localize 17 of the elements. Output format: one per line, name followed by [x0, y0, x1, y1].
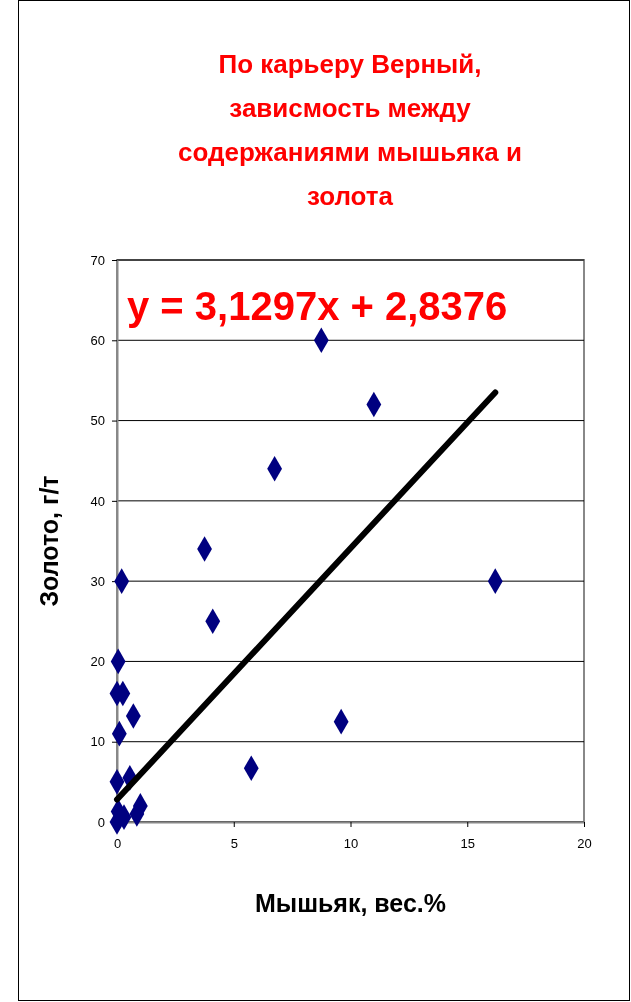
- annotation: y = 3,1297x + 2,8376: [127, 284, 508, 328]
- x-tick-label: 10: [343, 836, 359, 852]
- x-tick-label: 15: [460, 836, 475, 852]
- y-tick-label: 0: [97, 814, 105, 830]
- x-tick-label: 0: [113, 836, 122, 852]
- y-tick-label: 40: [90, 493, 105, 509]
- y-tick-label: 50: [90, 413, 105, 429]
- y-tick-label: 60: [90, 332, 105, 348]
- y-tick-label: 70: [90, 252, 105, 268]
- y-axis-title: Золото, г/т: [35, 475, 63, 607]
- chart-title: По карьеру Верный, зависмость между содержаниями мышьяка и золота: [178, 49, 522, 211]
- x-axis-title: Мышьяк, вес.%: [254, 889, 447, 917]
- y-tick-label: 30: [90, 573, 105, 589]
- y-tick-label: 10: [90, 734, 105, 750]
- x-tick-label: 20: [577, 836, 592, 852]
- y-tick-label: 20: [90, 654, 105, 670]
- x-tick-label: 5: [230, 836, 238, 852]
